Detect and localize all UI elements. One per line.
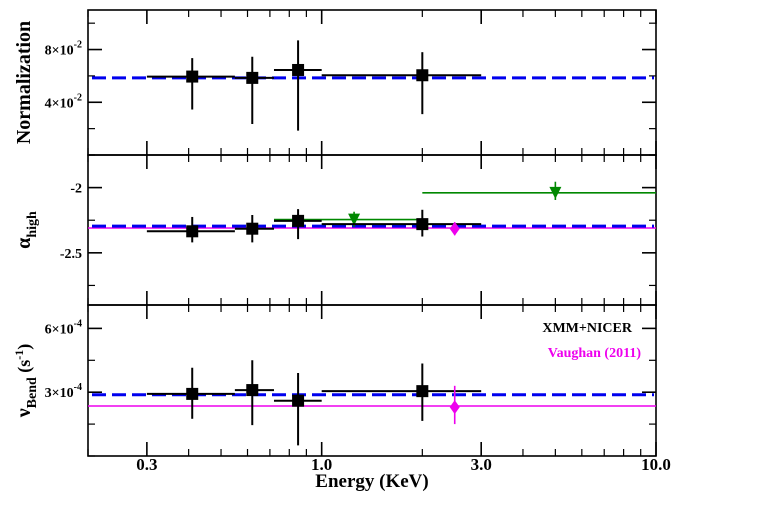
- panel-frame-nu_bend: [87, 304, 657, 457]
- green-data-point: [549, 186, 562, 199]
- y-axis-title-unit-close: ): [14, 344, 35, 350]
- x-tick-label: 10.0: [641, 455, 671, 474]
- panel-frame-alpha: [87, 154, 657, 306]
- x-tick-label: 0.3: [136, 455, 157, 474]
- x-axis-title: Energy (KeV): [315, 471, 428, 492]
- legend-entry-xmm-nicer: XMM+NICER: [542, 321, 633, 336]
- y-axis-title-nu_bend: νBend (s-1): [12, 344, 40, 419]
- y-tick-label: 8×10-2: [45, 40, 82, 59]
- y-axis-title-normalization: Normalization: [13, 21, 35, 144]
- y-tick-label: -2.5: [60, 247, 82, 262]
- data-marks: [88, 40, 656, 446]
- xmm-data-point: [246, 222, 259, 235]
- green-data-point: [348, 213, 361, 226]
- xmm-data-point: [416, 385, 429, 398]
- y-axis-title-subscript: high: [25, 211, 40, 238]
- panel-frames: [87, 9, 657, 457]
- y-tick-exponent: -4: [74, 318, 82, 329]
- y-tick-exponent: -4: [74, 382, 82, 393]
- xmm-data-point: [292, 63, 305, 76]
- legend-entry-vaughan-2011: Vaughan (2011): [548, 346, 642, 361]
- y-tick-label: 3×10-4: [45, 382, 82, 401]
- xmm-data-point: [186, 225, 199, 238]
- vaughan-data-point: [449, 400, 460, 415]
- y-tick-label: -2: [70, 182, 82, 197]
- xmm-data-point: [416, 218, 429, 231]
- panel-frame-normalization: [87, 9, 657, 156]
- x-tick-label: 3.0: [471, 455, 492, 474]
- y-tick-label: 4×10-2: [45, 92, 82, 111]
- y-axis-title-unit-exponent: -1: [12, 350, 26, 360]
- y-axis-title-alpha: αhigh: [13, 211, 40, 249]
- xmm-data-point: [186, 387, 199, 400]
- y-tick-label: 6×10-4: [45, 318, 82, 337]
- xmm-data-point: [246, 71, 259, 84]
- xmm-data-point: [246, 384, 259, 397]
- legend: XMM+NICER Vaughan (2011): [542, 321, 641, 361]
- y-tick-exponent: -2: [74, 40, 82, 51]
- x-tick-label: 1.0: [311, 455, 332, 474]
- y-tick-exponent: -2: [74, 92, 82, 103]
- y-axis-title-subscript: Bend: [25, 377, 40, 408]
- axis-labels: Energy (KeV) 4×10-2 8×10-2 Normalization -2…: [12, 21, 671, 492]
- xmm-data-point: [186, 70, 199, 83]
- xmm-data-point: [292, 394, 305, 407]
- xmm-data-point: [416, 69, 429, 82]
- vaughan-data-point: [449, 221, 460, 236]
- xmm-data-point: [292, 214, 305, 227]
- y-axis-title-unit: (s: [14, 360, 35, 378]
